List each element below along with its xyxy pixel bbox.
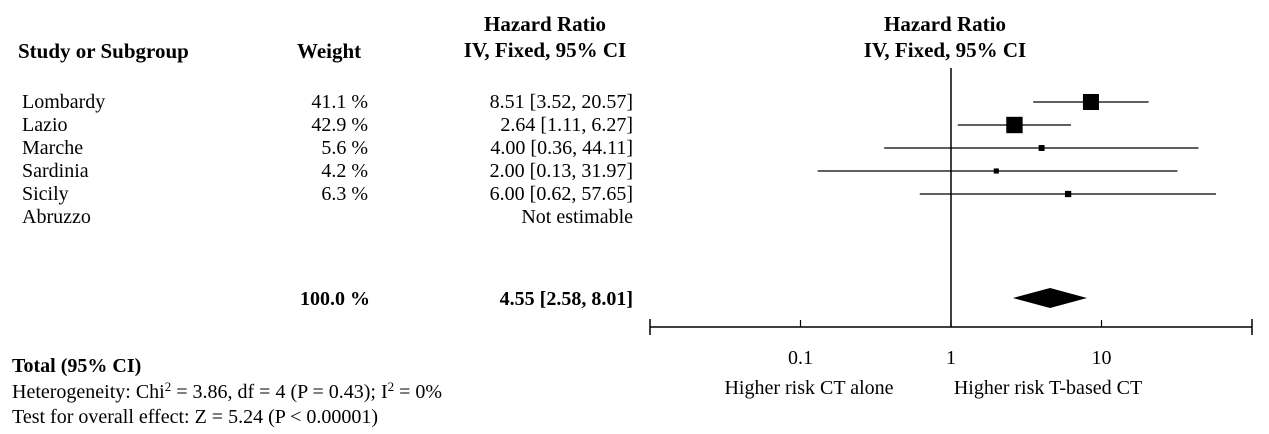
ci-column-header-line2: IV, Fixed, 95% CI xyxy=(463,38,627,62)
total-weight: 100.0 % xyxy=(300,288,370,310)
study-name: Lazio xyxy=(22,114,68,136)
study-point-estimate xyxy=(1006,116,1023,134)
study-weight: 41.1 % xyxy=(311,91,368,113)
plot-header-line2: IV, Fixed, 95% CI xyxy=(863,38,1027,62)
study-point-estimate xyxy=(1038,145,1045,151)
study-weight: 42.9 % xyxy=(311,114,368,136)
ci-column-header-line1: Hazard Ratio xyxy=(484,12,606,36)
total-estimate: 4.55 [2.58, 8.01] xyxy=(499,288,633,310)
study-ci: 6.00 [0.62, 57.65] xyxy=(489,183,633,205)
study-ci: Not estimable xyxy=(521,206,633,228)
study-ci: 4.00 [0.36, 44.11] xyxy=(490,137,633,159)
study-column-header: Study or Subgroup xyxy=(18,39,189,63)
plot-header-line1: Hazard Ratio xyxy=(884,12,1006,36)
favours-left-label: Higher risk CT alone xyxy=(724,377,894,399)
study-point-estimate xyxy=(1082,93,1099,111)
study-name: Marche xyxy=(22,137,84,159)
weight-column-header: Weight xyxy=(297,39,362,63)
study-point-estimate xyxy=(1064,190,1072,198)
study-point-estimate xyxy=(993,168,999,174)
overall-effect-text: Test for overall effect: Z = 5.24 (P < 0… xyxy=(12,406,379,428)
study-weight: 6.3 % xyxy=(321,183,368,205)
pooled-diamond xyxy=(1012,288,1087,308)
study-weight: 4.2 % xyxy=(321,160,368,182)
study-ci: 2.64 [1.11, 6.27] xyxy=(500,114,633,136)
favours-right-label: Higher risk T-based CT xyxy=(953,377,1143,399)
x-tick-label: 0.1 xyxy=(788,347,813,369)
heterogeneity-text: Heterogeneity: Chi2 = 3.86, df = 4 (P = … xyxy=(12,379,443,403)
study-name: Abruzzo xyxy=(22,206,91,228)
x-tick-label: 10 xyxy=(1092,347,1112,369)
study-ci: 2.00 [0.13, 31.97] xyxy=(489,160,633,182)
total-label: Total (95% CI) xyxy=(12,355,142,377)
study-name: Lombardy xyxy=(22,91,106,113)
x-tick-label: 1 xyxy=(946,347,956,369)
study-name: Sicily xyxy=(22,183,69,205)
study-name: Sardinia xyxy=(22,160,89,182)
study-ci: 8.51 [3.52, 20.57] xyxy=(489,91,633,113)
study-weight: 5.6 % xyxy=(321,137,368,159)
